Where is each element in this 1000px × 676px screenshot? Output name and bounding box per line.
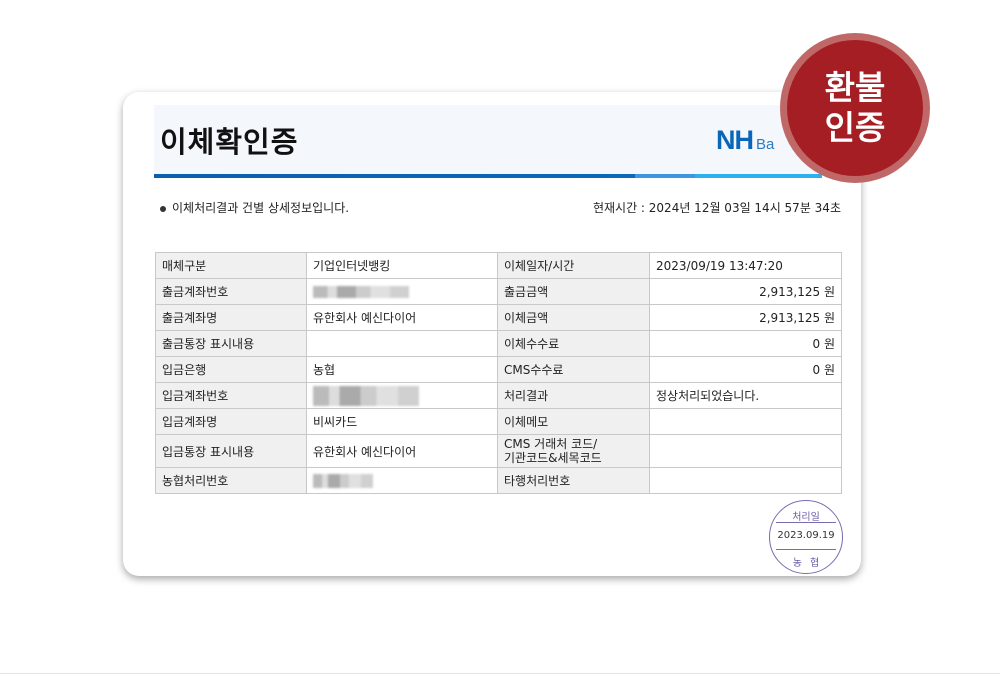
redacted-value (306, 467, 498, 494)
label: 처리결과 (497, 382, 650, 409)
label: 타행처리번호 (497, 467, 650, 494)
nh-bank-logo: NH Ba (716, 125, 775, 155)
label: 입금계좌번호 (155, 382, 307, 409)
value: 2023/09/19 13:47:20 (649, 252, 842, 279)
value: 0 원 (649, 330, 842, 357)
label: CMS 거래처 코드/기관코드&세목코드 (497, 434, 650, 468)
value: 비씨카드 (306, 408, 498, 435)
label: 출금계좌명 (155, 304, 307, 331)
refund-certified-badge: 환불 인증 (780, 33, 930, 183)
value: 2,913,125 원 (649, 304, 842, 331)
label: 매체구분 (155, 252, 307, 279)
label: 출금계좌번호 (155, 278, 307, 305)
value: 기업인터넷뱅킹 (306, 252, 498, 279)
value: 유한회사 예신다이어 (306, 304, 498, 331)
label: CMS수수료 (497, 356, 650, 383)
redacted-value (306, 278, 498, 305)
table-row: 출금계좌번호 출금금액 2,913,125 원 (155, 278, 842, 305)
value (649, 467, 842, 494)
label: 입금계좌명 (155, 408, 307, 435)
value (649, 408, 842, 435)
value: 2,913,125 원 (649, 278, 842, 305)
label: 이체금액 (497, 304, 650, 331)
label: 입금은행 (155, 356, 307, 383)
page-title: 이체확인증 (160, 125, 299, 159)
value: 농협 (306, 356, 498, 383)
header-underline (154, 174, 822, 178)
bullet-icon (160, 205, 166, 212)
label: 출금통장 표시내용 (155, 330, 307, 357)
processing-date-stamp: 처리일 2023.09.19 농협 (769, 500, 843, 574)
table-row: 출금계좌명 유한회사 예신다이어 이체금액 2,913,125 원 (155, 304, 842, 331)
divider (0, 673, 1000, 674)
value (306, 330, 498, 357)
table-row: 출금통장 표시내용 이체수수료 0 원 (155, 330, 842, 357)
table-row: 입금계좌명 비씨카드 이체메모 (155, 408, 842, 435)
table-row: 매체구분 기업인터넷뱅킹 이체일자/시간 2023/09/19 13:47:20 (155, 252, 842, 279)
value: 0 원 (649, 356, 842, 383)
label: 이체일자/시간 (497, 252, 650, 279)
table-row: 입금통장 표시내용 유한회사 예신다이어 CMS 거래처 코드/기관코드&세목코드 (155, 434, 842, 468)
transfer-confirmation-card: 이체확인증 NH Ba 이체처리결과 건별 상세정보입니다. 현재시간 : 202… (123, 92, 861, 576)
table-row: 입금계좌번호 처리결과 정상처리되었습니다. (155, 382, 842, 409)
table-row: 입금은행 농협 CMS수수료 0 원 (155, 356, 842, 383)
label: 이체수수료 (497, 330, 650, 357)
value: 정상처리되었습니다. (649, 382, 842, 409)
redacted-value (306, 382, 498, 409)
value: 유한회사 예신다이어 (306, 434, 498, 468)
value (649, 434, 842, 468)
label: 출금금액 (497, 278, 650, 305)
intro-text: 이체처리결과 건별 상세정보입니다. (160, 199, 349, 216)
label: 입금통장 표시내용 (155, 434, 307, 468)
transfer-details-table: 매체구분 기업인터넷뱅킹 이체일자/시간 2023/09/19 13:47:20 출금… (155, 252, 842, 494)
header-band: 이체확인증 NH Ba (154, 105, 822, 175)
label: 농협처리번호 (155, 467, 307, 494)
table-row: 농협처리번호 타행처리번호 (155, 467, 842, 494)
current-time: 현재시간 : 2024년 12월 03일 14시 57분 34초 (592, 201, 841, 215)
label: 이체메모 (497, 408, 650, 435)
